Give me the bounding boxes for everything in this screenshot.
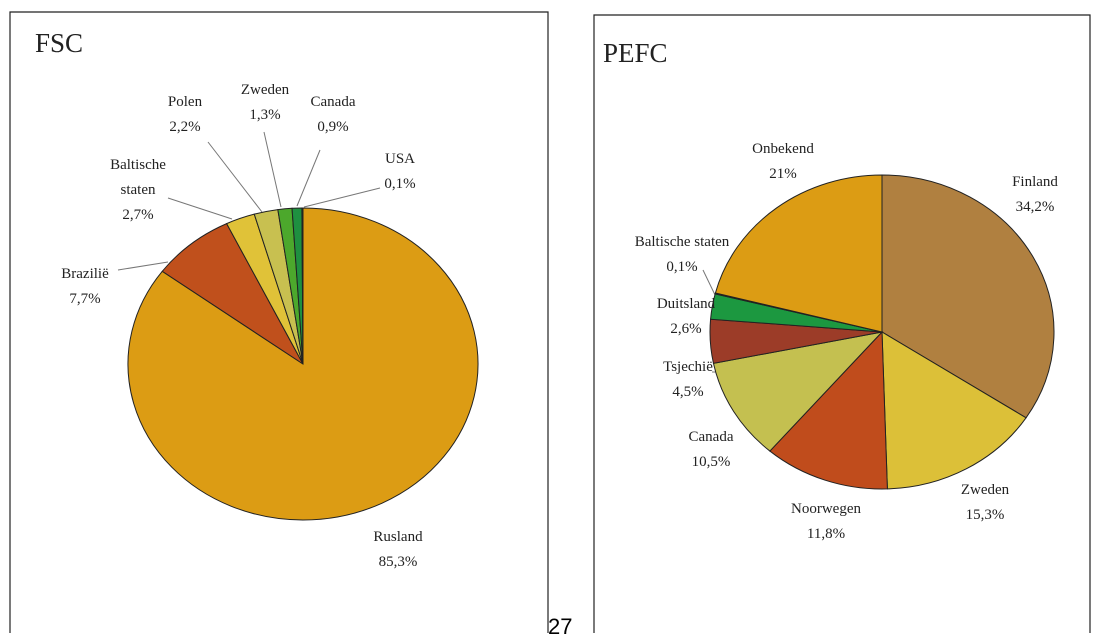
slice-label: Zweden 15,3% (945, 478, 1025, 528)
leader-line (702, 269, 717, 298)
slice-name: Baltische staten (110, 157, 166, 198)
slice-value: 0,1% (666, 259, 698, 275)
slice-name: Duitsland (656, 296, 716, 312)
pie-slice (712, 331, 884, 452)
slice-label: Finland 34,2% (995, 170, 1075, 220)
slice-name: Noorwegen (791, 501, 861, 517)
slice-name: Canada (688, 429, 734, 445)
slice-label: Brazilië 7,7% (45, 262, 125, 312)
slice-name: Baltische staten (634, 234, 730, 250)
leader-line (167, 197, 233, 220)
slice-value: 34,2% (1015, 199, 1055, 215)
leader-line (303, 187, 381, 208)
slice-name: Onbekend (752, 141, 814, 157)
slice-value: 2,6% (670, 321, 702, 337)
slice-value: 7,7% (69, 291, 101, 307)
slice-value: 10,5% (691, 454, 731, 470)
slice-value: 15,3% (965, 507, 1005, 523)
slice-label: Zweden 1,3% (225, 78, 305, 128)
pie-slice (301, 207, 304, 365)
slice-value: 2,7% (122, 207, 154, 223)
leader-line (296, 149, 321, 207)
pie-slice (881, 331, 1027, 490)
slice-name: Zweden (960, 482, 1010, 498)
slice-name: Polen (167, 94, 203, 110)
leader-line (117, 261, 169, 271)
slice-value: 2,2% (169, 119, 201, 135)
slice-label: Canada 0,9% (293, 90, 373, 140)
slice-name: Tsjechië (663, 359, 713, 375)
slice-label: Canada 10,5% (671, 425, 751, 475)
pie-slice (769, 330, 888, 490)
slice-name: Zweden (240, 82, 290, 98)
leader-lines (117, 131, 724, 373)
chart-title: PEFC (603, 38, 668, 68)
pie-slice (714, 174, 883, 333)
slice-label: Duitsland 2,6% (641, 292, 731, 342)
slice-value: 4,5% (672, 384, 704, 400)
slice-label: Onbekend 21% (738, 137, 828, 187)
slice-label: Baltische staten 0,1% (612, 230, 752, 280)
slice-label: Polen 2,2% (145, 90, 225, 140)
slice-label: Rusland 85,3% (353, 525, 443, 575)
leader-line (263, 131, 282, 208)
slice-value: 0,9% (317, 119, 349, 135)
slice-label: USA 0,1% (370, 147, 430, 197)
slice-name: Canada (310, 94, 356, 110)
slice-label: Baltische staten 2,7% (103, 153, 173, 228)
chart-title: FSC (35, 28, 84, 58)
page-number: 27 (548, 614, 573, 639)
slice-name: Finland (1012, 174, 1058, 190)
slice-name: USA (384, 151, 415, 167)
slice-name: Rusland (373, 529, 423, 545)
slice-label: Tsjechië 4,5% (648, 355, 728, 405)
slice-value: 11,8% (806, 526, 846, 542)
panel-border (9, 11, 549, 633)
slice-value: 21% (769, 166, 797, 182)
slice-value: 0,1% (384, 176, 416, 192)
panel-border (593, 14, 1091, 633)
slice-value: 85,3% (378, 554, 418, 570)
slice-value: 1,3% (249, 107, 281, 123)
leader-line (207, 141, 263, 213)
slice-name: Brazilië (61, 266, 109, 282)
slice-label: Noorwegen 11,8% (776, 497, 876, 547)
